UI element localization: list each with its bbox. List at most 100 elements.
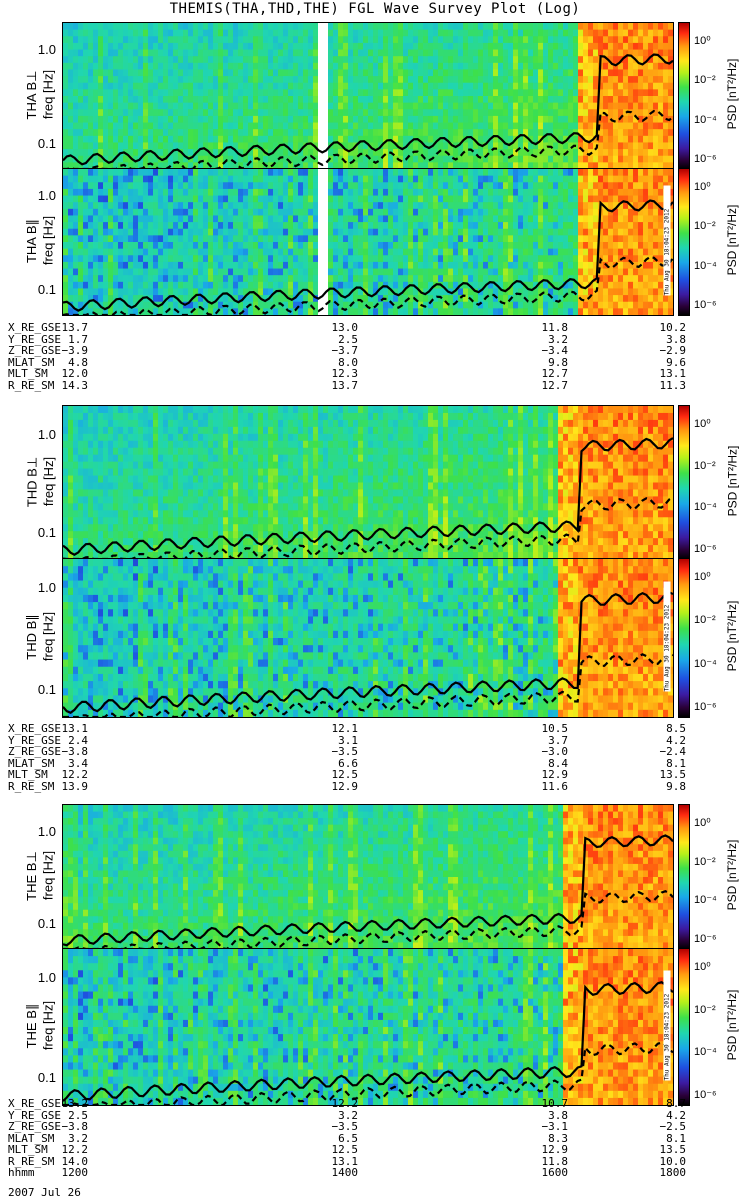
spectrogram-cell [293, 142, 299, 150]
spectrogram-cell [583, 248, 589, 256]
spectrogram-cell [368, 29, 374, 37]
spectrogram-cell [123, 129, 129, 137]
spectrogram-cell [543, 49, 549, 57]
spectrogram-cell [73, 169, 79, 177]
spectrogram-cell [438, 115, 444, 124]
spectrogram-cell [283, 96, 289, 104]
spectrogram-cell [573, 255, 579, 263]
spectrogram-cell [533, 115, 539, 124]
spectrogram-cell [588, 255, 594, 263]
y-tick-label: 0.1 [37, 135, 56, 151]
spectrogram-cell [363, 268, 369, 276]
spectrogram-cell [468, 62, 474, 71]
spectrogram-cell [253, 188, 259, 197]
spectrogram-cell [243, 228, 249, 236]
spectrogram-cell [163, 281, 169, 290]
spectrogram-cell [128, 135, 134, 144]
spectrogram-cell [313, 62, 319, 71]
spectrogram-cell [78, 228, 84, 236]
spectrogram-cell [558, 281, 564, 290]
spectrogram-cell [193, 228, 199, 236]
spectrogram-cell [453, 268, 459, 276]
spectrogram-cell [208, 261, 214, 270]
spectrogram-cell [258, 29, 264, 37]
spectrogram-cell [413, 82, 419, 90]
spectrogram-cell [393, 162, 399, 169]
spectrogram-cell [523, 129, 529, 137]
spectrogram-cell [528, 76, 534, 84]
spectrogram-cell [478, 182, 484, 190]
spectrogram-cell [353, 96, 359, 104]
spectrogram-cell [573, 76, 579, 84]
spectrogram-cell [358, 62, 364, 71]
spectrogram-cell [78, 235, 84, 243]
spectrogram-cell [118, 142, 124, 150]
spectrogram-cell [88, 162, 94, 169]
spectrogram-cell [203, 235, 209, 243]
spectrogram-cell [113, 96, 119, 104]
spectrogram-cell [598, 155, 604, 163]
spectrogram-cell [188, 182, 194, 190]
spectrogram-cell [153, 42, 159, 51]
spectrogram-cell [518, 122, 524, 130]
spectrogram-cell [178, 242, 184, 250]
spectrogram-cell [393, 175, 399, 183]
spectrogram-cell [128, 49, 134, 57]
spectrogram-cell [368, 23, 374, 31]
spectrogram-cell [473, 155, 479, 163]
spectrogram-cell [128, 102, 134, 110]
spectrogram-cell [378, 135, 384, 144]
spectrogram-cell [128, 202, 134, 210]
spectrogram-cell [583, 109, 589, 117]
spectrogram-cell [128, 115, 134, 124]
spectrogram-cell [338, 76, 344, 84]
spectrogram-cell [183, 255, 189, 263]
spectrogram-cell [378, 215, 384, 223]
spectrogram-cell [458, 235, 464, 243]
spectrogram-cell [403, 215, 409, 223]
spectrogram-cell [223, 261, 229, 270]
spectrogram-cell [278, 62, 284, 71]
spectrogram-cell [203, 222, 209, 230]
spectrogram-cell [543, 261, 549, 270]
spectrogram-cell [273, 228, 279, 236]
spectrogram-cell [408, 129, 414, 137]
spectrogram-cell [143, 255, 149, 263]
spectrogram-cell [198, 208, 204, 217]
spectrogram-cell [508, 169, 514, 177]
spectrogram-cell [158, 76, 164, 84]
spectrogram-cell [178, 188, 184, 197]
spectrogram-cell [428, 295, 434, 303]
spectrogram-cell [263, 155, 269, 163]
spectrogram-cell [533, 169, 539, 177]
spectrogram-cell [558, 135, 564, 144]
spectrogram-cell [653, 115, 659, 124]
spectrogram-cell [558, 49, 564, 57]
spectrogram-cell [448, 49, 454, 57]
spectrogram-cell [488, 129, 494, 137]
spectrogram-cell [623, 96, 629, 104]
spectrogram-cell [428, 23, 434, 31]
spectrogram-cell [523, 235, 529, 243]
spectrogram-cell [193, 109, 199, 117]
spectrogram-cell [578, 248, 584, 256]
spectrogram-cell [453, 275, 459, 283]
spectrogram-cell [228, 175, 234, 183]
spectrogram-cell [488, 202, 494, 210]
spectrogram-cell [608, 102, 614, 110]
spectrogram-cell [578, 182, 584, 190]
spectrogram-cell [568, 202, 574, 210]
spectrogram-cell [388, 182, 394, 190]
spectrogram-cell [333, 76, 339, 84]
spectrogram-cell [563, 215, 569, 223]
spectrogram-cell [83, 215, 89, 223]
spectrogram-cell [93, 301, 99, 309]
spectrogram-cell [643, 49, 649, 57]
spectrogram-cell [133, 195, 139, 203]
spectrogram-cell [413, 89, 419, 97]
spectrogram-cell [583, 162, 589, 169]
spectrogram-cell [183, 129, 189, 137]
spectrogram-cell [133, 155, 139, 163]
spectrogram-cell [178, 109, 184, 117]
spectrogram-cell [128, 242, 134, 250]
